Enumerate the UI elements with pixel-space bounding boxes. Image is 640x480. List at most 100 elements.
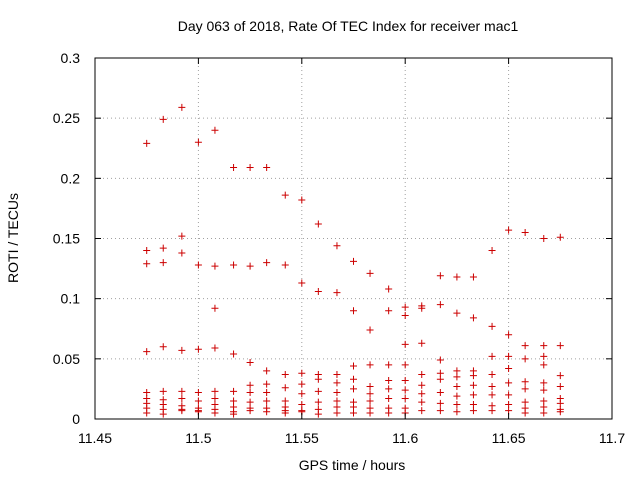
x-tick-label: 11.45 [78, 430, 112, 446]
data-point [298, 390, 306, 398]
data-point [263, 164, 271, 172]
data-point [333, 403, 341, 411]
data-point [401, 376, 409, 384]
data-point [194, 345, 202, 353]
data-point [178, 346, 186, 354]
data-point [385, 409, 393, 417]
data-point [469, 381, 477, 389]
x-tick-label: 11.5 [185, 430, 211, 446]
data-point [418, 381, 426, 389]
data-point [505, 407, 513, 415]
data-point [143, 139, 151, 147]
data-point [385, 395, 393, 403]
data-point [246, 164, 254, 172]
data-point [314, 287, 322, 295]
data-point [469, 273, 477, 281]
data-point [540, 379, 548, 387]
y-tick-label: 0.15 [53, 231, 80, 247]
data-point [159, 410, 167, 418]
data-point [314, 220, 322, 228]
data-point [143, 260, 151, 268]
data-point [211, 262, 219, 270]
data-point [350, 307, 357, 315]
data-point [453, 383, 461, 391]
data-point [298, 369, 306, 377]
data-point [143, 389, 151, 397]
data-point [230, 387, 238, 395]
data-point [556, 383, 564, 391]
data-point [521, 342, 529, 350]
data-point [540, 386, 548, 394]
data-point [263, 389, 271, 397]
data-point [505, 226, 513, 234]
data-point [246, 381, 254, 389]
data-point [298, 380, 306, 388]
data-point [159, 387, 167, 395]
y-tick-label: 0.3 [61, 50, 81, 66]
data-point [418, 339, 426, 347]
x-tick-label: 11.7 [599, 430, 625, 446]
data-point [281, 409, 289, 417]
data-point [366, 383, 374, 391]
data-point [418, 370, 426, 378]
data-point [314, 410, 322, 418]
data-point [540, 361, 548, 369]
data-point [194, 397, 202, 405]
x-tick-label: 11.55 [285, 430, 319, 446]
data-point [540, 409, 548, 417]
data-point [418, 390, 426, 398]
data-point [178, 407, 186, 415]
data-point [230, 350, 238, 358]
data-point [385, 385, 393, 393]
data-point [263, 380, 271, 388]
y-tick-label: 0.05 [53, 351, 80, 367]
data-point [505, 352, 513, 360]
data-point [211, 387, 219, 395]
data-point [505, 364, 513, 372]
data-point [385, 376, 393, 384]
data-point [385, 361, 393, 369]
data-point [298, 279, 306, 287]
data-point [453, 401, 461, 409]
data-point [436, 407, 444, 415]
data-point [401, 340, 409, 348]
data-point [401, 303, 409, 311]
data-point [436, 375, 444, 383]
data-point [453, 408, 461, 416]
data-point [366, 361, 374, 369]
data-point [436, 356, 444, 364]
data-point [418, 398, 426, 406]
y-tick-label: 0 [72, 411, 80, 427]
data-point [366, 390, 374, 398]
data-point [314, 387, 322, 395]
data-point [505, 379, 513, 387]
data-point [178, 249, 186, 257]
data-point [159, 343, 167, 351]
data-point [246, 389, 254, 397]
data-point [366, 409, 374, 417]
data-point [418, 304, 426, 312]
data-point [333, 397, 341, 405]
data-point [211, 344, 219, 352]
data-point [333, 370, 341, 378]
data-point [453, 309, 461, 317]
data-point [298, 401, 306, 409]
y-axis-label: ROTI / TECUs [5, 193, 21, 283]
chart-title: Day 063 of 2018, Rate Of TEC Index for r… [178, 18, 519, 34]
data-point [453, 392, 461, 400]
x-axis-ticks: 11.45 11.5 11.55 11.6 11.65 11.7 [78, 58, 625, 446]
data-point [194, 389, 202, 397]
data-point [540, 342, 548, 350]
data-point [143, 247, 151, 255]
data-point [366, 269, 374, 277]
data-point [556, 372, 564, 380]
data-point [540, 352, 548, 360]
data-point [230, 410, 238, 418]
data-point [350, 403, 357, 411]
data-point [333, 389, 341, 397]
data-point [521, 378, 529, 386]
data-point [556, 408, 564, 416]
data-point [469, 372, 477, 380]
data-point [263, 397, 271, 405]
data-point [469, 391, 477, 399]
